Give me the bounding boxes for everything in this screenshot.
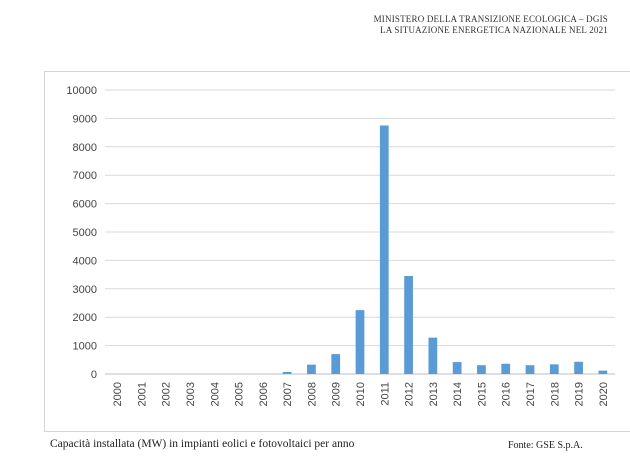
- bar-chart: 0 1000 2000 3000 4000 5000 6000 7000 8000 9000 100…: [66, 85, 615, 406]
- bar: [428, 337, 438, 374]
- x-tick-label: 2014: [452, 382, 464, 406]
- header-report-title: LA SITUAZIONE ENERGETICA NAZIONALE NEL 2…: [380, 25, 608, 35]
- bar: [307, 364, 316, 374]
- x-tick-label: 2001: [136, 382, 148, 406]
- x-tick-label: 2019: [574, 382, 586, 406]
- y-tick-label: 2000: [73, 312, 97, 324]
- x-tick-label: 2015: [476, 382, 488, 406]
- x-tick-label: 2018: [549, 382, 561, 406]
- x-tick-label: 2010: [355, 382, 367, 406]
- y-tick-label: 5000: [73, 227, 97, 239]
- x-tick-label: 2012: [404, 382, 416, 406]
- bar: [379, 125, 389, 374]
- x-tick-label: 2002: [161, 382, 173, 406]
- y-tick-label: 9000: [73, 113, 97, 125]
- x-tick-label: 2003: [185, 382, 197, 406]
- bar: [598, 370, 608, 374]
- x-tick-label: 2006: [258, 382, 270, 406]
- x-tick-label: 2008: [306, 382, 318, 406]
- x-tick-label: 2000: [112, 382, 124, 406]
- y-tick-label: 8000: [73, 142, 97, 154]
- bar: [574, 361, 583, 374]
- bar: [404, 276, 413, 374]
- x-tick-label: 2005: [234, 382, 246, 406]
- x-tick-label: 2011: [379, 382, 391, 406]
- y-tick-label: 6000: [73, 199, 97, 211]
- x-tick-label: 2016: [501, 382, 513, 406]
- x-tick-label: 2020: [598, 382, 610, 406]
- bar: [331, 354, 341, 374]
- bar: [355, 310, 365, 374]
- bar: [549, 364, 559, 374]
- y-tick-label: 3000: [73, 284, 97, 296]
- y-tick-label: 10000: [66, 85, 97, 97]
- bar: [525, 365, 535, 374]
- x-tick-label: 2017: [525, 382, 537, 406]
- y-tick-label: 1000: [73, 341, 97, 353]
- y-tick-label: 7000: [73, 170, 97, 182]
- x-tick-label: 2013: [428, 382, 440, 406]
- chart-frame: 0 1000 2000 3000 4000 5000 6000 7000 8000 9000 100…: [44, 71, 630, 432]
- bar: [452, 362, 462, 374]
- x-tick-label: 2004: [209, 382, 221, 406]
- y-tick-label: 0: [91, 369, 97, 381]
- figure-caption: Capacità installata (MW) in impianti eol…: [50, 438, 355, 450]
- bar: [282, 372, 292, 374]
- bar: [477, 365, 486, 374]
- header-ministry: MINISTERO DELLA TRANSIZIONE ECOLOGICA – …: [373, 14, 608, 24]
- report-header: MINISTERO DELLA TRANSIZIONE ECOLOGICA – …: [248, 14, 608, 36]
- y-tick-label: 4000: [73, 255, 97, 267]
- bar: [501, 363, 511, 374]
- figure-source: Fonte: GSE S.p.A.: [508, 440, 583, 451]
- x-tick-label: 2007: [282, 382, 294, 406]
- x-tick-label: 2009: [331, 382, 343, 406]
